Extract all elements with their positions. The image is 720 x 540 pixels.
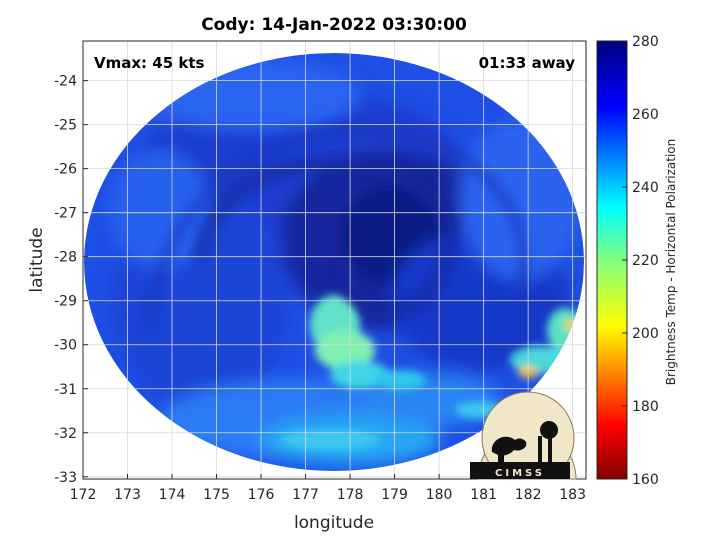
colorbar-tick-label: 160 [632,472,659,488]
colorbar-label: Brightness Temp - Horizontal Polarizatio… [664,139,678,386]
y-tick-label: -26 [54,162,77,178]
x-tick-label: 178 [337,487,364,503]
x-tick-label: 177 [292,487,319,503]
x-tick-label: 172 [70,487,97,503]
y-tick-label: -30 [54,338,77,354]
y-tick-label: -29 [54,294,77,310]
colorbar-tick-label: 240 [632,180,659,196]
y-tick-label: -28 [54,250,77,266]
x-tick-label: 182 [515,487,542,503]
y-axis-label: latitude [27,227,47,292]
y-tick-label: -24 [54,74,77,90]
x-tick-label: 179 [381,487,408,503]
cimss-logo: CIMSS [470,391,577,480]
y-tick-label: -25 [54,118,77,134]
x-axis-ticks: 172 173 174 175 176 177 178 179 180 181 182 183 [70,474,586,503]
x-tick-label: 173 [114,487,141,503]
grid [82,41,586,479]
rainband [191,155,457,320]
y-axis-ticks: -24 -25 -26 -27 -28 -29 -30 -31 -32 -33 [54,74,88,486]
x-tick-label: 183 [559,487,586,503]
y-tick-label: -27 [54,206,77,222]
x-tick-label: 175 [203,487,230,503]
x-tick-label: 174 [159,487,186,503]
x-tick-label: 181 [470,487,497,503]
y-tick-label: -32 [54,426,77,442]
logo-dish-icon [491,436,517,456]
x-tick-label: 176 [248,487,275,503]
chart-title: Cody: 14-Jan-2022 03:30:00 [201,15,467,35]
axes-box [82,40,587,480]
x-tick-label: 180 [426,487,453,503]
y-tick-label: -33 [54,470,77,486]
colorbar-ticks: 160 180 200 220 240 260 280 [622,34,659,488]
colorbar-tick-label: 260 [632,107,659,123]
logo-tower-icon [540,421,558,439]
colorbar-tick-label: 200 [632,326,659,342]
colorbar-tick-label: 180 [632,399,659,415]
logo-text: CIMSS [495,468,545,479]
vmax-annotation: Vmax: 45 kts [94,54,204,72]
rainband-outer [143,122,531,331]
colorbar-tick-label: 220 [632,253,659,269]
x-axis-label: longitude [294,513,374,533]
offset-annotation: 01:33 away [479,54,576,72]
colorbar-tick-label: 280 [632,34,659,50]
y-tick-label: -31 [54,382,77,398]
